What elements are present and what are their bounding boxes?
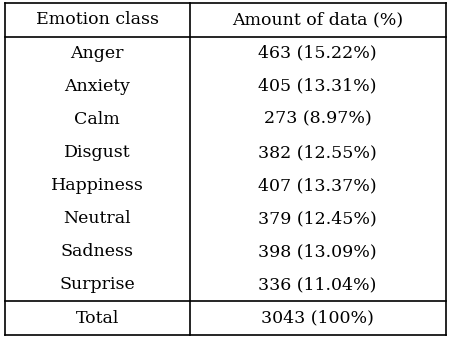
- Text: Calm: Calm: [74, 111, 120, 128]
- Text: Surprise: Surprise: [59, 276, 135, 293]
- Text: 273 (8.97%): 273 (8.97%): [264, 111, 372, 128]
- Text: 405 (13.31%): 405 (13.31%): [258, 78, 377, 95]
- Text: 336 (11.04%): 336 (11.04%): [258, 276, 377, 293]
- Text: 3043 (100%): 3043 (100%): [261, 310, 374, 327]
- Text: Sadness: Sadness: [61, 243, 134, 260]
- Text: Amount of data (%): Amount of data (%): [232, 11, 403, 28]
- Text: 398 (13.09%): 398 (13.09%): [258, 243, 377, 260]
- Text: Anger: Anger: [70, 45, 124, 62]
- Text: 463 (15.22%): 463 (15.22%): [258, 45, 377, 62]
- Text: Total: Total: [76, 310, 119, 327]
- Text: Happiness: Happiness: [51, 177, 144, 194]
- Text: Emotion class: Emotion class: [36, 11, 158, 28]
- Text: Disgust: Disgust: [64, 144, 130, 161]
- Text: 379 (12.45%): 379 (12.45%): [258, 210, 377, 227]
- Text: Neutral: Neutral: [63, 210, 131, 227]
- Text: 407 (13.37%): 407 (13.37%): [258, 177, 377, 194]
- Text: 382 (12.55%): 382 (12.55%): [258, 144, 377, 161]
- Text: Anxiety: Anxiety: [64, 78, 130, 95]
